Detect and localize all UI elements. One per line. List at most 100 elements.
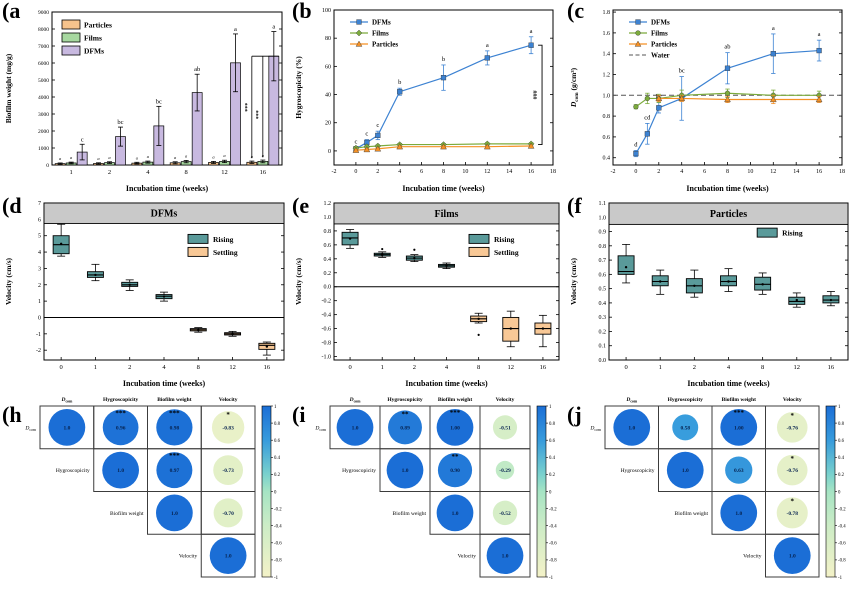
svg-text:1: 1 bbox=[70, 169, 73, 176]
svg-text:-0.76: -0.76 bbox=[787, 468, 799, 474]
svg-text:Dcom: Dcom bbox=[625, 397, 638, 404]
svg-text:c: c bbox=[376, 122, 379, 129]
svg-text:16: 16 bbox=[260, 169, 267, 176]
svg-text:2: 2 bbox=[38, 283, 41, 289]
svg-text:1.0: 1.0 bbox=[599, 215, 607, 221]
svg-text:16: 16 bbox=[540, 364, 547, 371]
svg-text:0.6: 0.6 bbox=[599, 272, 607, 278]
svg-text:0: 0 bbox=[838, 490, 841, 495]
svg-text:Films: Films bbox=[651, 30, 668, 38]
svg-text:1: 1 bbox=[38, 299, 41, 305]
panel-b-label: (b bbox=[292, 0, 312, 23]
svg-text:1.1: 1.1 bbox=[599, 201, 607, 207]
svg-text:Hygroscopicity: Hygroscopicity bbox=[342, 468, 376, 474]
svg-text:Incubation time (weeks): Incubation time (weeks) bbox=[686, 184, 769, 193]
svg-text:0.0: 0.0 bbox=[599, 358, 607, 364]
svg-text:0.6: 0.6 bbox=[324, 243, 332, 249]
svg-text:ab: ab bbox=[724, 44, 730, 51]
svg-text:1: 1 bbox=[381, 364, 384, 371]
svg-text:18: 18 bbox=[550, 169, 556, 175]
svg-text:-2: -2 bbox=[36, 348, 41, 354]
svg-text:0.8: 0.8 bbox=[274, 422, 281, 427]
svg-text:Dcom: Dcom bbox=[589, 425, 601, 432]
svg-text:-0.8: -0.8 bbox=[322, 341, 332, 347]
svg-text:a: a bbox=[486, 42, 489, 49]
svg-text:-0.4: -0.4 bbox=[838, 525, 846, 530]
svg-text:2: 2 bbox=[693, 364, 696, 371]
svg-text:4: 4 bbox=[38, 250, 41, 256]
panel-f: (f 0.0 0.1 0.2 0.3 0.4 0.5 0.6 0.7 0.8 0.9 1.0 1.1 P… bbox=[565, 195, 854, 390]
panel-i: (i Dcom Hygroscopicity Biofilm weight Veloc… bbox=[290, 390, 565, 589]
svg-text:1.0: 1.0 bbox=[225, 554, 232, 560]
svg-text:1.00: 1.00 bbox=[450, 425, 460, 431]
svg-text:Particles: Particles bbox=[710, 209, 747, 220]
svg-text:8: 8 bbox=[197, 364, 200, 371]
svg-text:0.2: 0.2 bbox=[838, 473, 845, 478]
svg-text:***: *** bbox=[169, 452, 180, 460]
svg-text:Settling: Settling bbox=[494, 248, 519, 257]
svg-text:12: 12 bbox=[770, 169, 776, 175]
svg-text:0: 0 bbox=[354, 169, 357, 175]
svg-text:-2: -2 bbox=[611, 169, 616, 175]
svg-text:***: *** bbox=[115, 410, 126, 418]
svg-text:0.2: 0.2 bbox=[274, 473, 281, 478]
particles-correlation-matrix: Dcom Hygroscopicity Biofilm weight Velocity… bbox=[589, 397, 846, 581]
svg-text:0: 0 bbox=[38, 315, 41, 321]
svg-text:cd: cd bbox=[644, 114, 651, 121]
panel-c-label: (c bbox=[567, 0, 585, 23]
svg-text:***: *** bbox=[256, 110, 262, 119]
svg-text:1: 1 bbox=[549, 405, 552, 410]
svg-text:DFMs: DFMs bbox=[372, 19, 391, 27]
panel-d-label: (d bbox=[2, 193, 22, 218]
svg-text:6: 6 bbox=[703, 169, 706, 175]
svg-text:7000: 7000 bbox=[38, 44, 49, 50]
svg-text:*: * bbox=[791, 497, 795, 505]
svg-text:Films: Films bbox=[84, 34, 102, 43]
svg-text:0: 0 bbox=[634, 169, 637, 175]
svg-text:4: 4 bbox=[398, 169, 401, 175]
svg-text:a: a bbox=[174, 155, 177, 160]
svg-text:0.2: 0.2 bbox=[324, 271, 332, 277]
svg-text:Rising: Rising bbox=[782, 229, 803, 238]
svg-text:-0.4: -0.4 bbox=[322, 313, 332, 319]
svg-text:0.4: 0.4 bbox=[603, 156, 611, 162]
svg-text:-1: -1 bbox=[36, 332, 41, 338]
svg-text:Hygroscopicity: Hygroscopicity bbox=[668, 397, 704, 403]
svg-text:1.0: 1.0 bbox=[171, 511, 178, 517]
svg-text:*: * bbox=[791, 412, 795, 420]
svg-text:0.8: 0.8 bbox=[603, 114, 611, 120]
svg-text:0.7: 0.7 bbox=[599, 258, 607, 264]
svg-text:-0.8: -0.8 bbox=[274, 559, 282, 564]
svg-text:-0.6: -0.6 bbox=[322, 327, 332, 333]
svg-text:-0.83: -0.83 bbox=[222, 425, 234, 431]
panel-d: (d -2 -1 0 1 2 3 4 5 6 7 DFMs 0 1 2 4 8 12 16 Rising Settli… bbox=[0, 195, 290, 390]
svg-text:**: ** bbox=[402, 410, 410, 418]
svg-text:1: 1 bbox=[659, 364, 662, 371]
svg-text:-0.51: -0.51 bbox=[499, 425, 511, 431]
svg-text:*: * bbox=[226, 411, 230, 419]
svg-text:1.6: 1.6 bbox=[603, 31, 611, 37]
svg-text:0.2: 0.2 bbox=[549, 473, 556, 478]
svg-text:4: 4 bbox=[680, 169, 683, 175]
svg-text:Velocity (cm/s): Velocity (cm/s) bbox=[4, 257, 13, 305]
svg-text:16: 16 bbox=[816, 169, 822, 175]
svg-text:7: 7 bbox=[38, 201, 41, 207]
svg-text:0.8: 0.8 bbox=[324, 229, 332, 235]
svg-text:c: c bbox=[365, 131, 368, 138]
svg-text:9000: 9000 bbox=[38, 10, 49, 16]
svg-text:-0.6: -0.6 bbox=[274, 542, 282, 547]
svg-text:0.8: 0.8 bbox=[599, 244, 607, 250]
svg-text:1.00: 1.00 bbox=[734, 425, 744, 431]
svg-text:-0.73: -0.73 bbox=[222, 468, 234, 474]
svg-text:-0.8: -0.8 bbox=[838, 559, 846, 564]
svg-text:-0.6: -0.6 bbox=[838, 542, 846, 547]
svg-text:-0.29: -0.29 bbox=[499, 468, 511, 474]
films-velocity-box-plot: -1.0 -0.8 -0.6 -0.4 -0.2 0.0 0.2 0.4 0.6 0.8 1.0 1.… bbox=[294, 201, 560, 388]
svg-text:2000: 2000 bbox=[38, 129, 49, 135]
svg-text:18: 18 bbox=[839, 169, 845, 175]
svg-text:16: 16 bbox=[264, 364, 271, 371]
panel-b: (b 0 20 40 60 80 100 -2 0 2 4 6 8 10 12 14 16 18 c c c b b a a D… bbox=[290, 0, 565, 195]
svg-text:Velocity: Velocity bbox=[496, 397, 515, 403]
svg-text:0: 0 bbox=[328, 149, 331, 155]
svg-text:0.4: 0.4 bbox=[274, 456, 281, 461]
